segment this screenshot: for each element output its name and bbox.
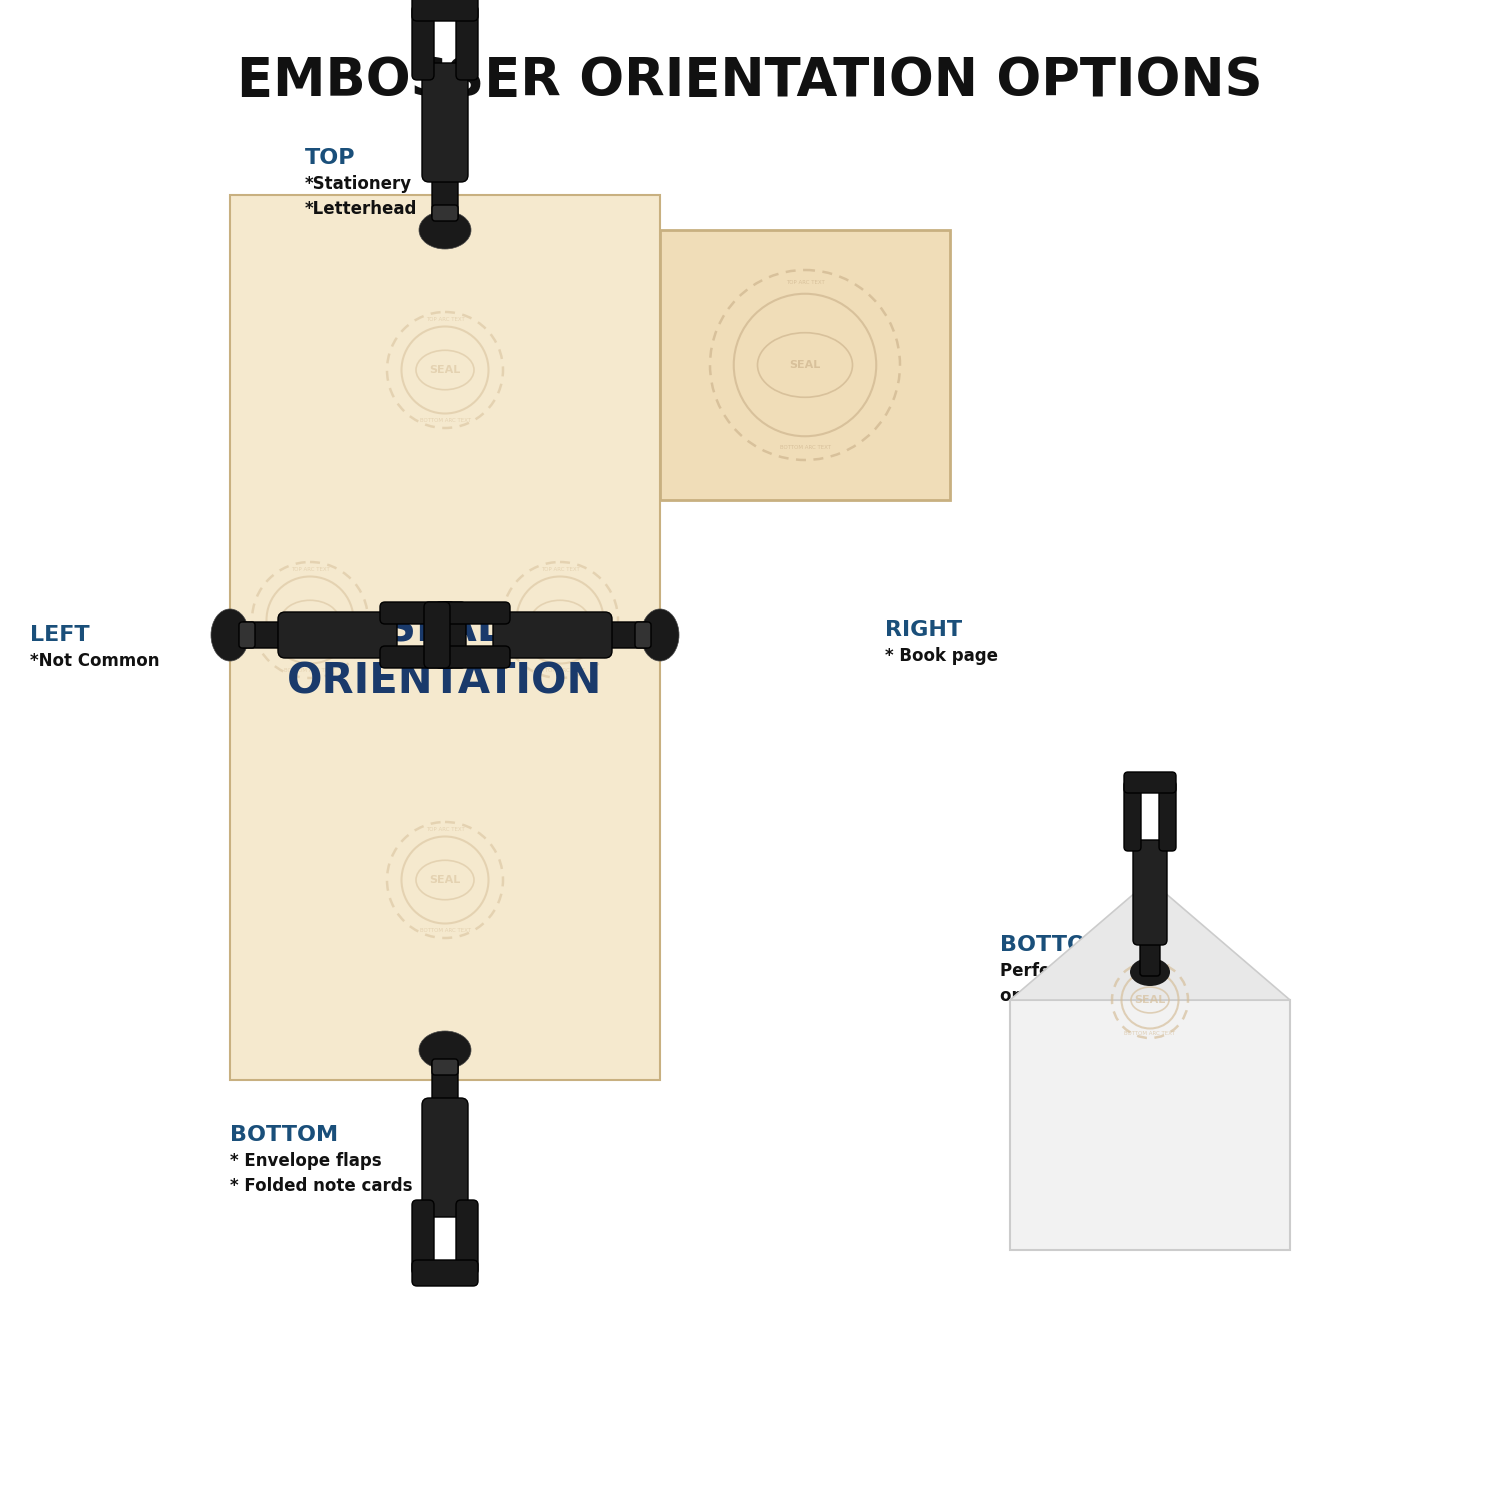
FancyBboxPatch shape xyxy=(435,646,510,668)
Text: EMBOSSER ORIENTATION OPTIONS: EMBOSSER ORIENTATION OPTIONS xyxy=(237,56,1263,106)
Text: TOP ARC TEXT: TOP ARC TEXT xyxy=(540,567,579,572)
Text: SEAL: SEAL xyxy=(429,364,460,375)
Text: BOTTOM ARC TEXT: BOTTOM ARC TEXT xyxy=(420,419,471,423)
Ellipse shape xyxy=(419,211,471,249)
Text: BOTTOM: BOTTOM xyxy=(1000,934,1108,956)
FancyBboxPatch shape xyxy=(596,622,650,648)
Text: TOP ARC TEXT: TOP ARC TEXT xyxy=(291,567,330,572)
FancyBboxPatch shape xyxy=(456,1200,478,1275)
Text: SEAL
ORIENTATION: SEAL ORIENTATION xyxy=(288,609,603,702)
Text: TOP: TOP xyxy=(304,148,355,168)
Text: BOTTOM ARC TEXT: BOTTOM ARC TEXT xyxy=(1125,1030,1176,1035)
Text: TOP ARC TEXT: TOP ARC TEXT xyxy=(426,827,465,833)
FancyBboxPatch shape xyxy=(494,612,612,658)
FancyBboxPatch shape xyxy=(1140,934,1160,976)
FancyBboxPatch shape xyxy=(1124,772,1176,794)
FancyBboxPatch shape xyxy=(634,622,651,648)
FancyBboxPatch shape xyxy=(1124,782,1142,850)
Text: Perfect for envelope flaps
or bottom of page seals: Perfect for envelope flaps or bottom of … xyxy=(1000,962,1244,1005)
Text: SEAL: SEAL xyxy=(789,360,820,370)
FancyBboxPatch shape xyxy=(424,602,450,668)
Text: * Envelope flaps
* Folded note cards: * Envelope flaps * Folded note cards xyxy=(230,1152,412,1196)
Polygon shape xyxy=(1010,880,1290,1001)
Text: *Stationery
*Letterhead: *Stationery *Letterhead xyxy=(304,176,417,217)
Text: TOP ARC TEXT: TOP ARC TEXT xyxy=(426,316,465,322)
Text: SEAL: SEAL xyxy=(1134,994,1166,1005)
Text: BOTTOM ARC TEXT: BOTTOM ARC TEXT xyxy=(285,668,336,674)
FancyBboxPatch shape xyxy=(660,230,950,500)
FancyBboxPatch shape xyxy=(238,622,255,648)
Text: * Book page: * Book page xyxy=(885,646,998,664)
FancyBboxPatch shape xyxy=(380,602,454,624)
FancyBboxPatch shape xyxy=(432,1059,457,1076)
FancyBboxPatch shape xyxy=(380,646,454,668)
Ellipse shape xyxy=(640,609,680,662)
FancyBboxPatch shape xyxy=(1010,1000,1290,1250)
Text: SEAL: SEAL xyxy=(544,615,576,626)
Text: RIGHT: RIGHT xyxy=(885,620,962,640)
FancyBboxPatch shape xyxy=(440,602,466,668)
Text: *Not Common: *Not Common xyxy=(30,652,159,670)
Text: TOP ARC TEXT: TOP ARC TEXT xyxy=(1131,964,1170,969)
Ellipse shape xyxy=(211,609,249,662)
FancyBboxPatch shape xyxy=(432,206,457,220)
FancyBboxPatch shape xyxy=(432,166,457,219)
Text: TOP ARC TEXT: TOP ARC TEXT xyxy=(786,280,825,285)
Ellipse shape xyxy=(419,1030,471,1069)
FancyBboxPatch shape xyxy=(413,4,434,80)
Text: BOTTOM ARC TEXT: BOTTOM ARC TEXT xyxy=(420,928,471,933)
Text: BOTTOM: BOTTOM xyxy=(230,1125,338,1144)
FancyBboxPatch shape xyxy=(278,612,398,658)
FancyBboxPatch shape xyxy=(422,1098,468,1216)
Text: LEFT: LEFT xyxy=(30,626,90,645)
FancyBboxPatch shape xyxy=(456,4,478,80)
FancyBboxPatch shape xyxy=(242,622,294,648)
FancyBboxPatch shape xyxy=(1160,782,1176,850)
Text: SEAL: SEAL xyxy=(429,874,460,885)
Text: BOTTOM ARC TEXT: BOTTOM ARC TEXT xyxy=(780,446,831,450)
FancyBboxPatch shape xyxy=(413,1260,478,1286)
Text: BOTTOM ARC TEXT: BOTTOM ARC TEXT xyxy=(534,668,585,674)
FancyBboxPatch shape xyxy=(413,0,478,21)
Text: SEAL: SEAL xyxy=(294,615,326,626)
FancyBboxPatch shape xyxy=(422,63,468,182)
FancyBboxPatch shape xyxy=(1132,840,1167,945)
Ellipse shape xyxy=(1130,958,1170,986)
FancyBboxPatch shape xyxy=(230,195,660,1080)
FancyBboxPatch shape xyxy=(435,602,510,624)
FancyBboxPatch shape xyxy=(413,1200,434,1275)
FancyBboxPatch shape xyxy=(432,1060,457,1114)
